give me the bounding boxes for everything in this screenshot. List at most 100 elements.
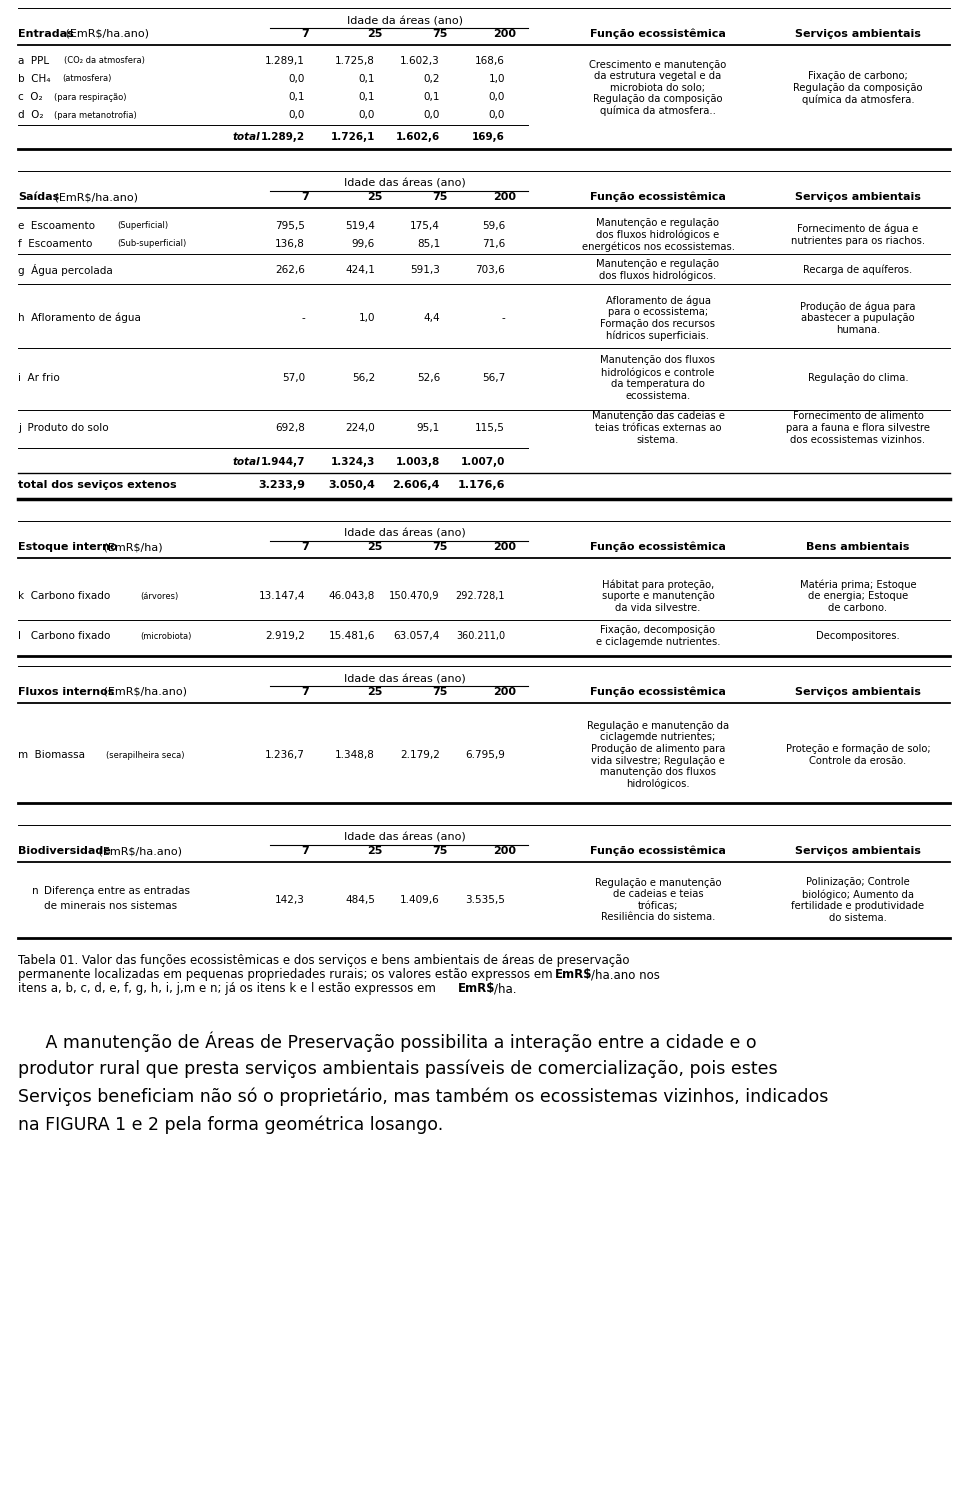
Text: Função ecossistêmica: Função ecossistêmica xyxy=(590,687,726,697)
Text: (EmR$/ha.ano): (EmR$/ha.ano) xyxy=(95,846,182,857)
Text: 56,2: 56,2 xyxy=(351,373,375,384)
Text: 3.535,5: 3.535,5 xyxy=(466,895,505,906)
Text: g  Água percolada: g Água percolada xyxy=(18,265,112,277)
Text: 4,4: 4,4 xyxy=(423,312,440,323)
Text: 56,7: 56,7 xyxy=(482,373,505,384)
Text: l   Carbono fixado: l Carbono fixado xyxy=(18,630,110,641)
Text: Fixação de carbono;
Regulação da composição
química da atmosfera.: Fixação de carbono; Regulação da composi… xyxy=(793,71,923,106)
Text: 25: 25 xyxy=(368,687,383,697)
Text: 75: 75 xyxy=(432,30,447,39)
Text: Biodiversidade: Biodiversidade xyxy=(18,846,110,857)
Text: EmR$: EmR$ xyxy=(458,981,495,995)
Text: (EmR$/ha): (EmR$/ha) xyxy=(101,541,163,552)
Text: 1.176,6: 1.176,6 xyxy=(458,480,505,491)
Text: Produção de água para
abastecer a pupulação
humana.: Produção de água para abastecer a pupula… xyxy=(801,302,916,335)
Text: 3.050,4: 3.050,4 xyxy=(328,480,375,491)
Text: Fornecimento de água e
nutrientes para os riachos.: Fornecimento de água e nutrientes para o… xyxy=(791,225,925,245)
Text: 46.043,8: 46.043,8 xyxy=(328,590,375,601)
Text: Serviços ambientais: Serviços ambientais xyxy=(795,687,921,697)
Text: 1,0: 1,0 xyxy=(489,74,505,83)
Text: Hábitat para proteção,
suporte e manutenção
da vida silvestre.: Hábitat para proteção, suporte e manuten… xyxy=(602,578,714,613)
Text: Crescimento e manutenção
da estrutura vegetal e da
microbiota do solo;
Regulação: Crescimento e manutenção da estrutura ve… xyxy=(589,59,727,116)
Text: (EmR$/ha.ano): (EmR$/ha.ano) xyxy=(62,30,149,39)
Text: (atmosfera): (atmosfera) xyxy=(62,74,111,83)
Text: j  Produto do solo: j Produto do solo xyxy=(18,422,108,433)
Text: b  CH₄: b CH₄ xyxy=(18,74,51,83)
Text: /ha.: /ha. xyxy=(494,981,516,995)
Text: Saídas: Saídas xyxy=(18,192,60,202)
Text: Regulação e manutenção da
ciclagemde nutrientes;
Produção de alimento para
vida : Regulação e manutenção da ciclagemde nut… xyxy=(587,721,729,790)
Text: 0,0: 0,0 xyxy=(359,110,375,120)
Text: 0,0: 0,0 xyxy=(289,74,305,83)
Text: Idade das áreas (ano): Idade das áreas (ano) xyxy=(344,529,466,538)
Text: Idade da áreas (ano): Idade da áreas (ano) xyxy=(347,16,463,25)
Text: 15.481,6: 15.481,6 xyxy=(328,630,375,641)
Text: Serviços ambientais: Serviços ambientais xyxy=(795,846,921,857)
Text: 2.179,2: 2.179,2 xyxy=(400,749,440,760)
Text: 136,8: 136,8 xyxy=(276,239,305,248)
Text: (CO₂ da atmosfera): (CO₂ da atmosfera) xyxy=(64,57,145,65)
Text: 591,3: 591,3 xyxy=(410,265,440,275)
Text: 2.919,2: 2.919,2 xyxy=(265,630,305,641)
Text: 360.211,0: 360.211,0 xyxy=(456,630,505,641)
Text: (EmR$/ha.ano): (EmR$/ha.ano) xyxy=(101,687,187,697)
Text: m  Biomassa: m Biomassa xyxy=(18,749,85,760)
Text: 1.324,3: 1.324,3 xyxy=(330,457,375,467)
Text: 175,4: 175,4 xyxy=(410,222,440,230)
Text: (microbiota): (microbiota) xyxy=(140,632,191,641)
Text: 150.470,9: 150.470,9 xyxy=(390,590,440,601)
Text: 0,1: 0,1 xyxy=(289,92,305,103)
Text: (serapilheira seca): (serapilheira seca) xyxy=(106,751,184,760)
Text: Estoque interno: Estoque interno xyxy=(18,541,118,552)
Text: 1.289,1: 1.289,1 xyxy=(265,57,305,65)
Text: Tabela 01. Valor das funções ecossistêmicas e dos serviços e bens ambientais de : Tabela 01. Valor das funções ecossistêmi… xyxy=(18,955,630,967)
Text: 1.348,8: 1.348,8 xyxy=(335,749,375,760)
Text: 1.007,0: 1.007,0 xyxy=(461,457,505,467)
Text: 2.606,4: 2.606,4 xyxy=(393,480,440,491)
Text: 519,4: 519,4 xyxy=(346,222,375,230)
Text: 57,0: 57,0 xyxy=(282,373,305,384)
Text: 71,6: 71,6 xyxy=(482,239,505,248)
Text: de minerais nos sistemas: de minerais nos sistemas xyxy=(44,901,178,912)
Text: 7: 7 xyxy=(301,541,309,552)
Text: 1.602,3: 1.602,3 xyxy=(400,57,440,65)
Text: Matéria prima; Estoque
de energia; Estoque
de carbono.: Matéria prima; Estoque de energia; Estoq… xyxy=(800,578,916,613)
Text: 168,6: 168,6 xyxy=(475,57,505,65)
Text: 25: 25 xyxy=(368,541,383,552)
Text: /ha.ano nos: /ha.ano nos xyxy=(591,968,660,981)
Text: 7: 7 xyxy=(301,192,309,202)
Text: produtor rural que presta serviços ambientais passíveis de comercialização, pois: produtor rural que presta serviços ambie… xyxy=(18,1060,778,1078)
Text: Função ecossistêmica: Função ecossistêmica xyxy=(590,28,726,39)
Text: 703,6: 703,6 xyxy=(475,265,505,275)
Text: 795,5: 795,5 xyxy=(276,222,305,230)
Text: Serviços ambientais: Serviços ambientais xyxy=(795,30,921,39)
Text: -: - xyxy=(501,312,505,323)
Text: 1.725,8: 1.725,8 xyxy=(335,57,375,65)
Text: Proteção e formação de solo;
Controle da erosão.: Proteção e formação de solo; Controle da… xyxy=(785,744,930,766)
Text: 25: 25 xyxy=(368,30,383,39)
Text: Manutenção dos fluxos
hidrológicos e controle
da temperatura do
ecossistema.: Manutenção dos fluxos hidrológicos e con… xyxy=(601,355,715,400)
Text: Idade das áreas (ano): Idade das áreas (ano) xyxy=(344,674,466,684)
Text: 200: 200 xyxy=(493,687,516,697)
Text: 292.728,1: 292.728,1 xyxy=(455,590,505,601)
Text: i  Ar frio: i Ar frio xyxy=(18,373,60,384)
Text: 1.944,7: 1.944,7 xyxy=(260,457,305,467)
Text: 52,6: 52,6 xyxy=(417,373,440,384)
Text: Serviços ambientais: Serviços ambientais xyxy=(795,192,921,202)
Text: h  Afloramento de água: h Afloramento de água xyxy=(18,312,141,323)
Text: Polinização; Controle
biológico; Aumento da
fertilidade e produtividade
do siste: Polinização; Controle biológico; Aumento… xyxy=(791,877,924,923)
Text: Entradas: Entradas xyxy=(18,30,74,39)
Text: 1.236,7: 1.236,7 xyxy=(265,749,305,760)
Text: 25: 25 xyxy=(368,192,383,202)
Text: 0,1: 0,1 xyxy=(358,74,375,83)
Text: 262,6: 262,6 xyxy=(276,265,305,275)
Text: 0,2: 0,2 xyxy=(423,74,440,83)
Text: 13.147,4: 13.147,4 xyxy=(258,590,305,601)
Text: 0,1: 0,1 xyxy=(358,92,375,103)
Text: Recarga de aquíferos.: Recarga de aquíferos. xyxy=(804,265,913,275)
Text: f  Escoamento: f Escoamento xyxy=(18,239,92,248)
Text: 0,0: 0,0 xyxy=(489,92,505,103)
Text: total: total xyxy=(232,132,260,141)
Text: (árvores): (árvores) xyxy=(140,592,179,601)
Text: Serviços beneficiam não só o proprietário, mas também os ecossistemas vizinhos, : Serviços beneficiam não só o proprietári… xyxy=(18,1088,828,1106)
